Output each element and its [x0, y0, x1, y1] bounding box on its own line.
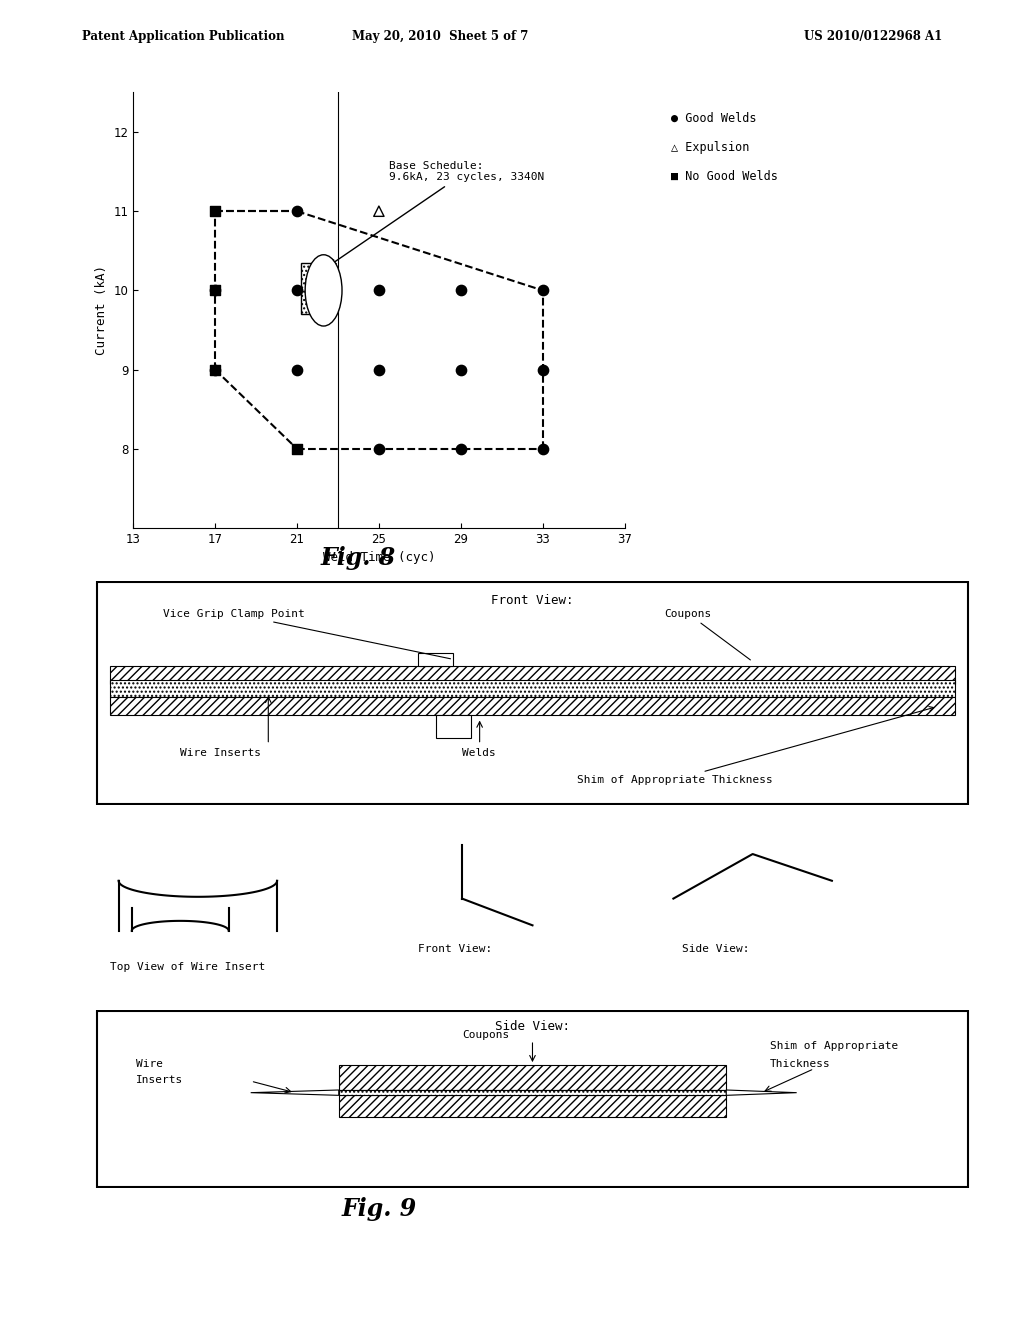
Point — [453, 280, 469, 301]
Text: Coupons: Coupons — [462, 1031, 509, 1040]
Text: Vice Grip Clamp Point: Vice Grip Clamp Point — [163, 609, 451, 659]
Text: Inserts: Inserts — [136, 1074, 183, 1085]
Text: Fig. 8: Fig. 8 — [321, 546, 396, 570]
Polygon shape — [726, 1090, 797, 1096]
Point — [289, 201, 305, 222]
Bar — [110, 697, 955, 715]
Point — [371, 359, 387, 380]
Text: Wire Inserts: Wire Inserts — [180, 748, 261, 758]
Text: US 2010/0122968 A1: US 2010/0122968 A1 — [804, 30, 942, 44]
Point — [207, 359, 223, 380]
Text: Side View:: Side View: — [495, 1020, 570, 1034]
Text: Fig. 9: Fig. 9 — [341, 1197, 417, 1221]
Point — [535, 438, 551, 459]
Text: ● Good Welds: ● Good Welds — [671, 112, 756, 125]
Y-axis label: Current (kA): Current (kA) — [94, 265, 108, 355]
Point — [371, 201, 387, 222]
Text: Base Schedule:
9.6kA, 23 cycles, 3340N: Base Schedule: 9.6kA, 23 cycles, 3340N — [331, 161, 545, 264]
X-axis label: Weld Time (cyc): Weld Time (cyc) — [323, 552, 435, 565]
Point — [535, 359, 551, 380]
Point — [207, 280, 223, 301]
Ellipse shape — [305, 255, 342, 326]
Point — [535, 280, 551, 301]
Bar — [110, 667, 955, 684]
Text: Side View:: Side View: — [682, 944, 750, 954]
Text: Thickness: Thickness — [770, 1059, 831, 1069]
Bar — [339, 1090, 726, 1096]
Bar — [435, 715, 471, 738]
Point — [289, 359, 305, 380]
Text: △ Expulsion: △ Expulsion — [671, 141, 750, 154]
Polygon shape — [251, 1090, 339, 1096]
Point — [289, 438, 305, 459]
Point — [371, 438, 387, 459]
Point — [371, 280, 387, 301]
Text: Wire: Wire — [136, 1059, 163, 1069]
Bar — [418, 652, 454, 667]
Text: Patent Application Publication: Patent Application Publication — [82, 30, 285, 44]
Text: Front View:: Front View: — [492, 594, 573, 607]
Point — [453, 359, 469, 380]
Text: Top View of Wire Insert: Top View of Wire Insert — [110, 962, 265, 972]
Bar — [301, 263, 334, 314]
Bar — [339, 1065, 726, 1090]
Point — [207, 280, 223, 301]
Text: Welds: Welds — [462, 748, 496, 758]
Point — [207, 201, 223, 222]
Bar — [110, 680, 955, 697]
Point — [207, 359, 223, 380]
Text: Shim of Appropriate: Shim of Appropriate — [770, 1041, 898, 1051]
Text: ■ No Good Welds: ■ No Good Welds — [671, 170, 777, 183]
Text: Coupons: Coupons — [665, 609, 751, 660]
Bar — [339, 1096, 726, 1117]
Text: Front View:: Front View: — [418, 944, 493, 954]
Text: Shim of Appropriate Thickness: Shim of Appropriate Thickness — [577, 706, 934, 785]
Text: May 20, 2010  Sheet 5 of 7: May 20, 2010 Sheet 5 of 7 — [352, 30, 528, 44]
Point — [289, 280, 305, 301]
Point — [453, 438, 469, 459]
